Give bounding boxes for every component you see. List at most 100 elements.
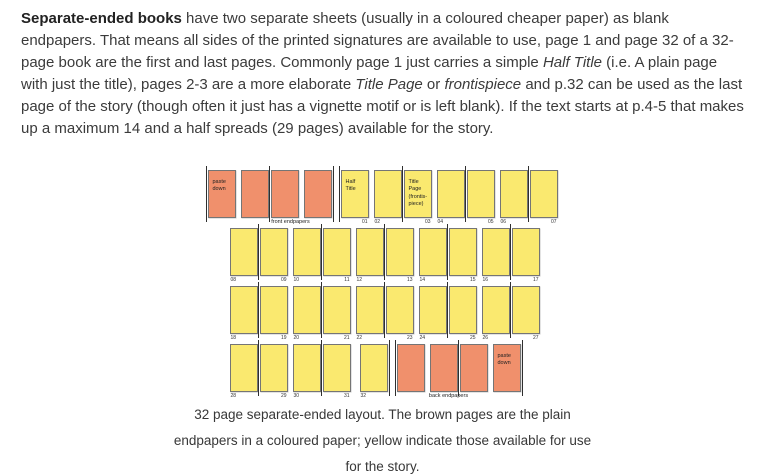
bold-term: Separate-ended books: [21, 10, 182, 27]
endpaper-page: [270, 170, 299, 218]
page-number: 22: [356, 335, 363, 341]
intro-paragraph: Separate-ended books have two separate s…: [21, 8, 747, 140]
story-page: [448, 228, 477, 276]
story-page: [229, 344, 258, 392]
fold-line: [510, 282, 511, 338]
fold-line: [402, 166, 403, 222]
sheet-spread: 04 05: [436, 166, 495, 225]
fold-line: [447, 282, 448, 338]
page-number: 29: [280, 393, 287, 399]
page-number: 25: [469, 335, 476, 341]
story-page: [292, 286, 321, 334]
italic-term: Title Page: [355, 76, 423, 93]
sheet-single: 32: [359, 340, 390, 399]
page-number: 23: [406, 335, 413, 341]
document-page: Separate-ended books have two separate s…: [0, 8, 765, 476]
page-number: 24: [419, 335, 426, 341]
fold-line: [384, 224, 385, 280]
fold-line: [269, 166, 270, 222]
page-label: paste down: [497, 353, 511, 367]
sheet-single: paste down: [492, 340, 523, 396]
page-number: 01: [361, 219, 368, 225]
fold-line: [510, 224, 511, 280]
sheet-single: paste down: [205, 166, 236, 222]
story-page: [322, 228, 351, 276]
endpaper-page: [396, 344, 425, 392]
paragraph-text: (i.e. A plain page with just the title),…: [21, 54, 718, 93]
page-number: 06: [500, 219, 507, 225]
italic-term: Half Title: [542, 54, 603, 71]
page-number: 10: [293, 277, 300, 283]
endpaper-page: paste down: [492, 344, 521, 392]
page-number: 18: [230, 335, 237, 341]
fold-line: [388, 340, 390, 396]
sheet-spread: 20 21: [292, 282, 351, 341]
story-page: [359, 344, 388, 392]
italic-term: frontispiece: [444, 76, 522, 93]
story-page: [259, 286, 288, 334]
page-number: 05: [487, 219, 494, 225]
paragraph-text: and p.32 can be used as the last page of…: [21, 76, 744, 137]
diagram-row: 28 29 30 31 32 paste down back endpapers: [229, 340, 558, 399]
diagram-row: paste down Half Title 01 Title Page (fronti…: [205, 166, 558, 225]
fold-line: [321, 340, 322, 396]
fold-line: [521, 340, 523, 396]
page-number: 17: [532, 277, 539, 283]
story-page: [529, 170, 558, 218]
page-number: 27: [532, 335, 539, 341]
group-label: front endpapers: [271, 219, 310, 225]
endpaper-page: [303, 170, 332, 218]
sheet-spread: 22 23: [355, 282, 414, 341]
story-page: [229, 286, 258, 334]
page-number: 02: [374, 219, 381, 225]
page-number: 15: [469, 277, 476, 283]
story-page: [511, 228, 540, 276]
story-page: [418, 286, 447, 334]
page-number: 28: [230, 393, 237, 399]
paragraph-text: or: [422, 76, 445, 93]
page-number: 12: [356, 277, 363, 283]
page-label: Half Title: [345, 179, 356, 193]
page-number: 31: [343, 393, 350, 399]
spread-diagram: paste down Half Title 01 Title Page (fronti…: [205, 166, 558, 399]
story-page: [322, 286, 351, 334]
fold-line: [321, 282, 322, 338]
sheet-single: Half Title 01: [338, 166, 369, 225]
sheet-spread: 26 27: [481, 282, 540, 341]
story-page: [322, 344, 351, 392]
story-page: [229, 228, 258, 276]
figure-caption: 32 page separate-ended layout. The brown…: [173, 407, 592, 474]
fold-line: [258, 340, 259, 396]
fold-line: [458, 340, 459, 396]
endpaper-page: [429, 344, 458, 392]
story-page: [511, 286, 540, 334]
story-page: [373, 170, 402, 218]
sheet-spread: 24 25: [418, 282, 477, 341]
story-page: [385, 286, 414, 334]
page-number: 11: [344, 277, 350, 283]
page-number: 32: [360, 393, 367, 399]
page-number: 21: [343, 335, 350, 341]
fold-line: [384, 282, 385, 338]
fold-line: [332, 166, 334, 222]
sheet-spread: 30 31: [292, 340, 351, 399]
story-page: [499, 170, 528, 218]
paragraph-text: have two separate sheets (usually in a c…: [21, 10, 734, 71]
sheet-single: [394, 340, 425, 396]
sheet-spread: 12 13: [355, 224, 414, 283]
diagram-row: 08 09 10 11 12 13 14 15 16 17: [229, 224, 558, 283]
endpaper-page: paste down: [207, 170, 236, 218]
fold-line: [258, 282, 259, 338]
fold-line: [321, 224, 322, 280]
sheet-single: [303, 166, 334, 222]
diagram-row: 18 19 20 21 22 23 24 25 26 27: [229, 282, 558, 341]
page-label: Title Page (frontis- piece): [408, 179, 428, 208]
sheet-spread: 10 11: [292, 224, 351, 283]
story-page: [481, 228, 510, 276]
endpaper-page: [459, 344, 488, 392]
story-page: [385, 228, 414, 276]
story-page: [355, 286, 384, 334]
sheet-spread: 16 17: [481, 224, 540, 283]
page-number: 19: [280, 335, 287, 341]
sheet-spread: 08 09: [229, 224, 288, 283]
